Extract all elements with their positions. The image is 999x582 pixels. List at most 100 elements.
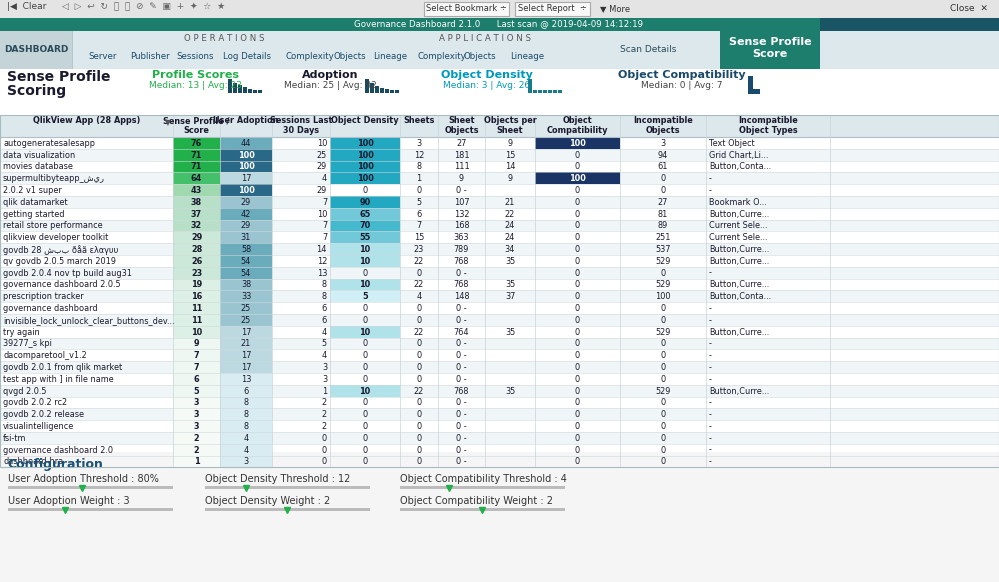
Bar (0, 115, 999, 467)
Text: 24: 24 (504, 233, 515, 242)
Text: 0: 0 (660, 446, 665, 455)
Bar (0, 444, 999, 456)
Text: 0: 0 (660, 268, 665, 278)
Text: 0 -: 0 - (457, 339, 467, 349)
Text: prescription tracker: prescription tracker (3, 292, 84, 301)
Bar (173, 243, 220, 255)
Text: -: - (709, 304, 712, 313)
Bar (0, 267, 999, 279)
Text: 6: 6 (322, 316, 327, 325)
Text: 0: 0 (575, 434, 580, 443)
Text: 8: 8 (417, 162, 422, 171)
Text: qlikview developer toolkit: qlikview developer toolkit (3, 233, 108, 242)
Text: qlik datamarket: qlik datamarket (3, 198, 68, 207)
Text: 0: 0 (363, 186, 368, 195)
Text: 22: 22 (414, 281, 425, 289)
Bar (0, 396, 999, 409)
Text: 0 -: 0 - (457, 363, 467, 372)
Bar (0, 219, 999, 232)
Text: 34: 34 (504, 245, 515, 254)
Text: DASHBOARD: DASHBOARD (4, 45, 68, 55)
Text: 8: 8 (244, 422, 249, 431)
Text: dashboard-hra: dashboard-hra (3, 457, 63, 466)
Text: O P E R A T I O N S: O P E R A T I O N S (184, 34, 265, 43)
Text: 251: 251 (655, 233, 670, 242)
Text: test app with ] in file name: test app with ] in file name (3, 375, 114, 384)
Bar (395, 90, 399, 93)
Text: 9: 9 (459, 174, 465, 183)
Bar (228, 79, 232, 93)
Text: 15: 15 (504, 151, 515, 159)
Text: 1: 1 (194, 457, 200, 466)
Text: 6: 6 (194, 375, 200, 384)
Bar (248, 89, 252, 93)
Text: 5: 5 (363, 292, 368, 301)
Text: 100: 100 (357, 174, 374, 183)
Text: 4: 4 (244, 434, 249, 443)
Text: Close  ✕: Close ✕ (950, 4, 988, 13)
Bar (220, 349, 272, 361)
Text: 0 -: 0 - (457, 434, 467, 443)
Text: 0: 0 (417, 186, 422, 195)
Text: 0: 0 (363, 351, 368, 360)
Text: 65: 65 (360, 210, 371, 219)
Bar (220, 243, 272, 255)
Text: 0 -: 0 - (457, 398, 467, 407)
Bar (0, 18, 820, 31)
Text: 0: 0 (575, 422, 580, 431)
Text: 0: 0 (660, 351, 665, 360)
Bar (548, 90, 552, 93)
Bar (220, 385, 272, 396)
Text: 29: 29 (191, 233, 202, 242)
Bar (173, 409, 220, 420)
Text: 17: 17 (241, 174, 251, 183)
Text: 64: 64 (191, 174, 202, 183)
Bar (558, 90, 562, 93)
Text: 14: 14 (317, 245, 327, 254)
Text: 0: 0 (660, 422, 665, 431)
Bar (220, 267, 272, 279)
Text: 38: 38 (191, 198, 202, 207)
Bar (0, 385, 999, 396)
Text: 0: 0 (575, 446, 580, 455)
Text: governance dashboard 2.0.5: governance dashboard 2.0.5 (3, 281, 121, 289)
Text: -: - (709, 186, 712, 195)
Text: govdb 28 شبب ðåã ελαγυυ: govdb 28 شبب ðåã ελαγυυ (3, 245, 118, 255)
Bar (173, 172, 220, 184)
Bar (400, 486, 565, 489)
Text: 0: 0 (363, 398, 368, 407)
Text: 0: 0 (363, 434, 368, 443)
Bar (330, 290, 400, 302)
Text: Select Bookmark ÷: Select Bookmark ÷ (426, 4, 506, 13)
Text: 100: 100 (357, 139, 374, 148)
Bar (0, 432, 999, 444)
Bar (220, 172, 272, 184)
Text: 768: 768 (454, 386, 470, 396)
Text: 0: 0 (417, 398, 422, 407)
Bar (173, 279, 220, 290)
Text: autogeneratesalesapp: autogeneratesalesapp (3, 139, 95, 148)
Text: 0: 0 (363, 410, 368, 419)
Text: 31: 31 (241, 233, 251, 242)
Text: 58: 58 (241, 245, 251, 254)
Text: 21: 21 (504, 198, 515, 207)
Text: 10: 10 (360, 281, 371, 289)
Bar (380, 88, 384, 93)
Bar (173, 196, 220, 208)
Text: Sheet
Objects: Sheet Objects (445, 116, 479, 136)
Text: 9: 9 (507, 174, 512, 183)
Bar (173, 314, 220, 326)
Text: 38: 38 (241, 281, 251, 289)
Text: 0: 0 (363, 363, 368, 372)
Text: 100: 100 (655, 292, 670, 301)
Text: 55: 55 (360, 233, 371, 242)
Bar (0, 349, 999, 361)
Text: 61: 61 (657, 162, 668, 171)
Text: Objects per
Sheet: Objects per Sheet (484, 116, 536, 136)
Bar (0, 456, 999, 467)
Text: 132: 132 (454, 210, 470, 219)
Text: 44: 44 (241, 139, 252, 148)
Bar (220, 279, 272, 290)
Text: 0: 0 (575, 245, 580, 254)
Text: 5: 5 (322, 339, 327, 349)
